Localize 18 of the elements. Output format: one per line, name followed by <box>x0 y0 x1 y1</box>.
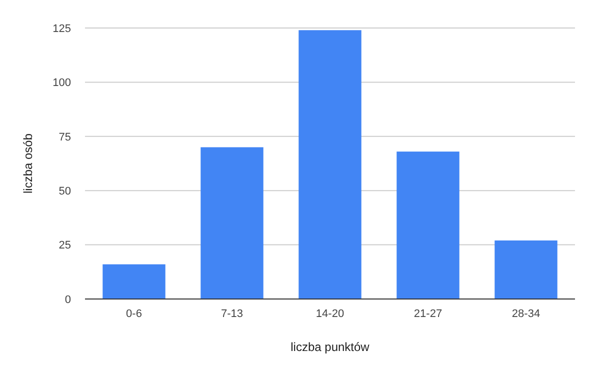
x-axis-title: liczba punktów <box>290 340 370 354</box>
bar <box>396 152 460 299</box>
bar <box>494 240 558 299</box>
y-tick-label: 50 <box>58 185 71 198</box>
x-tick-label: 28-34 <box>512 308 540 320</box>
y-tick-label: 100 <box>52 77 71 90</box>
x-tick-label: 0-6 <box>126 308 142 320</box>
x-tick-label: 21-27 <box>414 308 442 320</box>
x-tick-label: 14-20 <box>316 308 344 320</box>
y-tick-label: 0 <box>64 294 71 306</box>
y-tick-label: 125 <box>52 22 71 35</box>
bar <box>102 264 166 299</box>
x-tick-label: 7-13 <box>220 308 244 320</box>
y-tick-label: 75 <box>58 131 71 144</box>
y-tick-label: 25 <box>58 240 71 252</box>
bar <box>200 147 264 299</box>
y-axis-title: liczba osób <box>21 133 35 194</box>
bar <box>298 30 362 299</box>
